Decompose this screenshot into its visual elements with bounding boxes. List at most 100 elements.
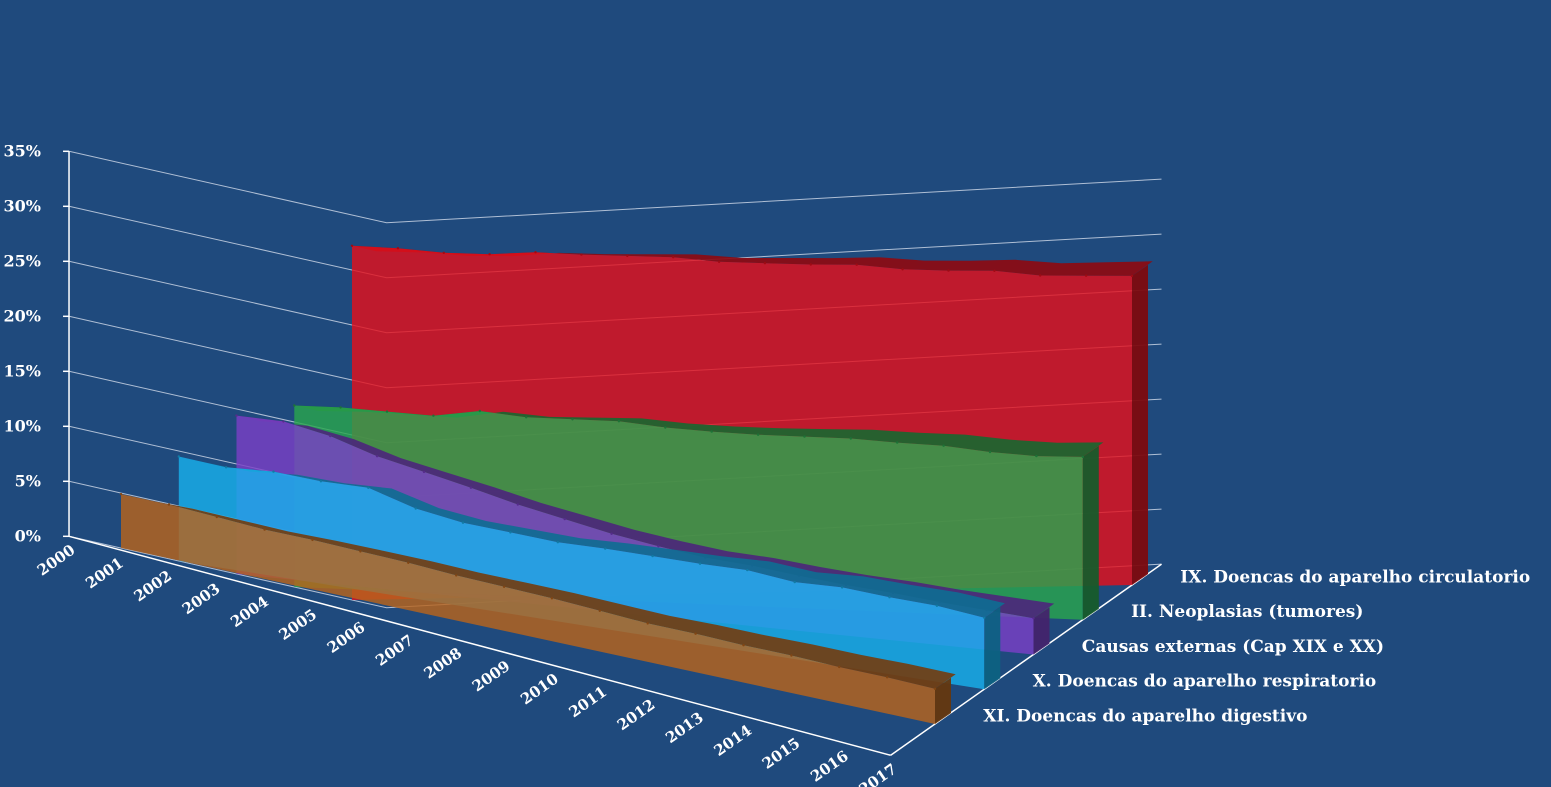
data-point [580, 253, 583, 256]
data-point [224, 466, 228, 469]
x-tick-label: 2003 [179, 579, 224, 618]
data-point [407, 561, 410, 564]
series-front-face [121, 494, 935, 724]
data-point [422, 470, 426, 474]
series-label: XI. Doencas do aparelho digestivo [983, 706, 1307, 726]
data-point [414, 507, 417, 510]
data-point [935, 604, 939, 607]
x-axis-line [68, 535, 891, 756]
data-point [664, 426, 667, 429]
data-point [509, 531, 512, 534]
data-point [849, 437, 852, 440]
data-point [550, 597, 554, 600]
data-point [385, 410, 389, 413]
data-point [396, 247, 400, 250]
data-point [282, 420, 285, 423]
y-tick-label: 30% [4, 196, 41, 215]
data-point [604, 547, 607, 550]
data-point [793, 580, 796, 584]
data-point [556, 541, 559, 544]
data-point [350, 244, 354, 247]
x-tick-label: 2016 [807, 747, 852, 786]
series-label: X. Doencas do aparelho respiratorio [1033, 672, 1377, 692]
y-tick-label: 10% [4, 416, 41, 435]
series-end-cap [984, 606, 1001, 690]
data-point [215, 515, 218, 519]
data-point [263, 528, 266, 531]
x-tick-label: 2004 [227, 592, 272, 631]
data-point [626, 254, 629, 258]
data-point [1035, 454, 1038, 458]
data-point [1084, 274, 1088, 277]
data-point [988, 450, 992, 454]
data-point [947, 269, 950, 272]
data-point [177, 455, 180, 458]
data-point [488, 253, 491, 256]
series-label: II. Neoplasias (tumores) [1131, 602, 1363, 622]
data-point [442, 251, 445, 254]
y-tick-label: 20% [4, 306, 41, 325]
y-tick-label: 25% [4, 251, 41, 270]
data-point [461, 521, 465, 524]
x-tick-label: 2017 [856, 760, 901, 787]
x-tick-label: 2001 [82, 554, 127, 593]
data-point [319, 480, 323, 483]
data-point [1039, 274, 1042, 277]
data-point [809, 263, 812, 266]
data-point [598, 609, 601, 612]
data-point [167, 503, 171, 506]
data-point [855, 263, 858, 266]
series-top-surface [178, 456, 1005, 618]
data-point [1130, 274, 1134, 278]
data-point [534, 251, 537, 254]
series-label: Causas externas (Cap XIX e XX) [1082, 637, 1384, 657]
data-point [563, 517, 566, 521]
data-point [896, 441, 899, 444]
data-point [1081, 455, 1085, 459]
data-point [610, 532, 613, 535]
x-tick-label: 2000 [34, 541, 79, 580]
data-point [746, 568, 749, 572]
data-point [119, 492, 123, 496]
data-point [502, 585, 506, 588]
data-point [698, 562, 702, 565]
data-point [311, 538, 314, 542]
data-point [235, 414, 238, 417]
data-point [717, 260, 721, 263]
series-4 [177, 455, 1005, 690]
x-tick-label: 2008 [421, 644, 466, 683]
data-point [983, 616, 986, 619]
data-point [694, 632, 697, 635]
data-point [339, 406, 342, 409]
data-point [359, 550, 362, 553]
data-point [646, 622, 649, 625]
data-point [888, 596, 891, 599]
data-point [838, 665, 841, 669]
data-point [803, 435, 806, 438]
series-end-cap [1082, 445, 1099, 620]
data-point [455, 574, 458, 577]
x-tick-label: 2005 [276, 605, 321, 644]
series-labels: IX. Doencas do aparelho circulatorio II. … [983, 567, 1530, 726]
data-point [272, 470, 275, 473]
series-end-cap [1132, 264, 1148, 585]
y-tick-label: 15% [4, 361, 41, 380]
data-point [885, 676, 889, 679]
data-point [367, 486, 370, 489]
data-point [763, 262, 767, 265]
data-point [478, 409, 481, 413]
data-point [672, 256, 675, 259]
x-tick-label: 2010 [517, 670, 562, 709]
data-point [933, 687, 937, 690]
x-tick-label: 2014 [711, 721, 756, 760]
data-point [617, 420, 621, 423]
data-point [516, 503, 519, 506]
data-point [993, 269, 996, 272]
x-tick-label: 2009 [469, 657, 514, 696]
series-front-face [178, 456, 985, 690]
gridline [68, 150, 1162, 224]
series-end-cap [935, 677, 951, 724]
data-point [571, 418, 574, 421]
x-tick-label: 2006 [324, 618, 369, 657]
